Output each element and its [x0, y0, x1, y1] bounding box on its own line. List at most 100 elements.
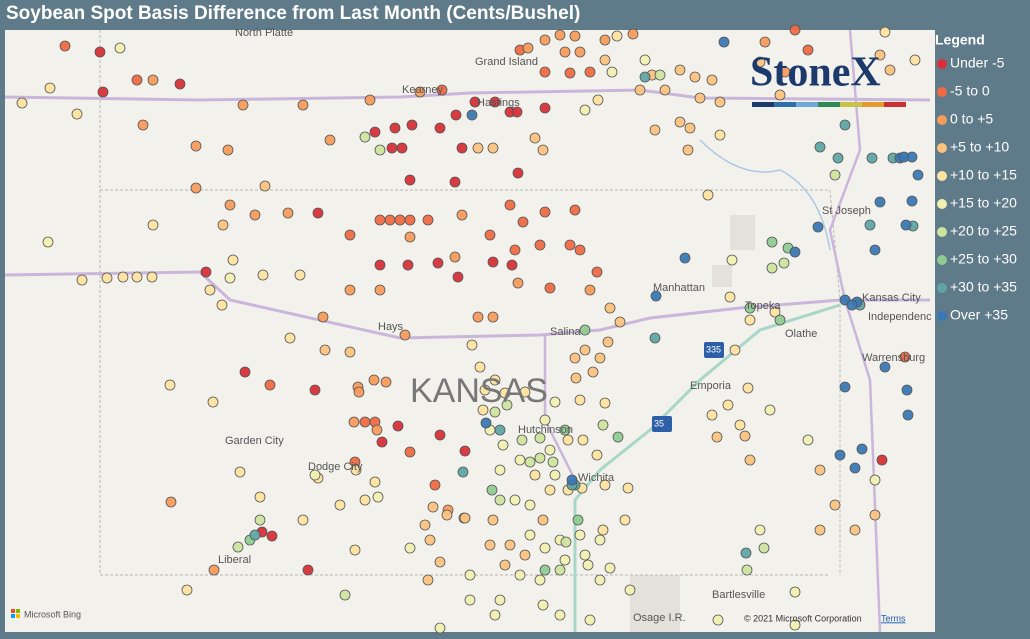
- site-dot: [639, 54, 651, 66]
- site-dot: [802, 434, 814, 446]
- site-dot: [348, 416, 360, 428]
- site-dot: [499, 559, 511, 571]
- site-dot: [396, 142, 408, 154]
- legend-label: -5 to 0: [950, 83, 990, 99]
- site-dot: [597, 419, 609, 431]
- site-dot: [494, 494, 506, 506]
- site-dot: [434, 622, 446, 634]
- site-dot: [584, 66, 596, 78]
- site-dot: [389, 122, 401, 134]
- site-dot: [434, 429, 446, 441]
- site-dot: [489, 374, 501, 386]
- site-dot: [544, 484, 556, 496]
- site-dot: [754, 56, 766, 68]
- site-dot: [207, 396, 219, 408]
- legend-label: +25 to +30: [950, 251, 1017, 267]
- site-dot: [224, 272, 236, 284]
- site-dot: [487, 311, 499, 323]
- site-dot: [714, 96, 726, 108]
- site-dot: [464, 594, 476, 606]
- terms-link[interactable]: Terms: [881, 613, 906, 623]
- site-dot: [604, 562, 616, 574]
- site-dot: [374, 144, 386, 156]
- site-dot: [534, 574, 546, 586]
- site-dot: [569, 204, 581, 216]
- site-dot: [579, 104, 591, 116]
- site-dot: [449, 251, 461, 263]
- site-dot: [227, 254, 239, 266]
- site-dot: [539, 414, 551, 426]
- site-dot: [591, 266, 603, 278]
- site-dot: [846, 299, 858, 311]
- site-dot: [597, 524, 609, 536]
- site-dot: [559, 554, 571, 566]
- site-dot: [549, 469, 561, 481]
- site-dot: [570, 372, 582, 384]
- site-dot: [494, 424, 506, 436]
- site-dot: [906, 151, 918, 163]
- site-dot: [459, 512, 471, 524]
- site-dot: [472, 142, 484, 154]
- legend-label: +20 to +25: [950, 223, 1017, 239]
- copyright: © 2021 Microsoft Corporation: [744, 613, 862, 623]
- site-dot: [702, 189, 714, 201]
- site-dot: [404, 446, 416, 458]
- site-dot: [222, 144, 234, 156]
- legend-label: +5 to +10: [950, 139, 1009, 155]
- site-dot: [554, 609, 566, 621]
- site-dot: [534, 239, 546, 251]
- site-dot: [131, 74, 143, 86]
- site-dot: [200, 266, 212, 278]
- site-dot: [684, 122, 696, 134]
- site-dot: [472, 311, 484, 323]
- site-dot: [874, 49, 886, 61]
- site-dot: [114, 42, 126, 54]
- site-dot: [349, 544, 361, 556]
- map-label: Topeka: [745, 300, 781, 312]
- site-dot: [654, 69, 666, 81]
- site-dot: [76, 274, 88, 286]
- site-dot: [374, 284, 386, 296]
- site-dot: [16, 97, 28, 109]
- site-dot: [384, 214, 396, 226]
- site-dot: [297, 99, 309, 111]
- site-dot: [539, 66, 551, 78]
- site-dot: [778, 257, 790, 269]
- site-dot: [739, 430, 751, 442]
- site-dot: [711, 431, 723, 443]
- site-dot: [512, 277, 524, 289]
- map-label: 335: [706, 344, 721, 354]
- map-label: Salina: [550, 326, 581, 338]
- site-dot: [497, 439, 509, 451]
- title: Soybean Spot Basis Difference from Last …: [6, 3, 580, 24]
- site-dot: [579, 344, 591, 356]
- site-dot: [766, 262, 778, 274]
- site-dot: [529, 469, 541, 481]
- shield: [652, 416, 672, 432]
- site-dot: [572, 514, 584, 526]
- site-dot: [517, 216, 529, 228]
- site-dot: [324, 134, 336, 146]
- map-label: Independenc: [868, 311, 932, 323]
- site-dot: [449, 176, 461, 188]
- site-dot: [452, 271, 464, 283]
- site-dot: [599, 54, 611, 66]
- site-dot: [344, 346, 356, 358]
- site-dot: [594, 574, 606, 586]
- site-dot: [849, 524, 861, 536]
- map-label: Garden City: [225, 435, 284, 447]
- site-dot: [579, 324, 591, 336]
- site-dot: [501, 399, 513, 411]
- site-dot: [754, 524, 766, 536]
- site-dot: [718, 36, 730, 48]
- site-dot: [547, 456, 559, 468]
- site-dot: [879, 361, 891, 373]
- legend-swatch: [937, 199, 947, 209]
- map-label: Bartlesville: [712, 589, 765, 601]
- site-dot: [849, 462, 861, 474]
- legend-swatch: [937, 59, 947, 69]
- site-dot: [249, 529, 261, 541]
- legend-swatch: [937, 255, 947, 265]
- site-dot: [477, 404, 489, 416]
- site-dot: [539, 564, 551, 576]
